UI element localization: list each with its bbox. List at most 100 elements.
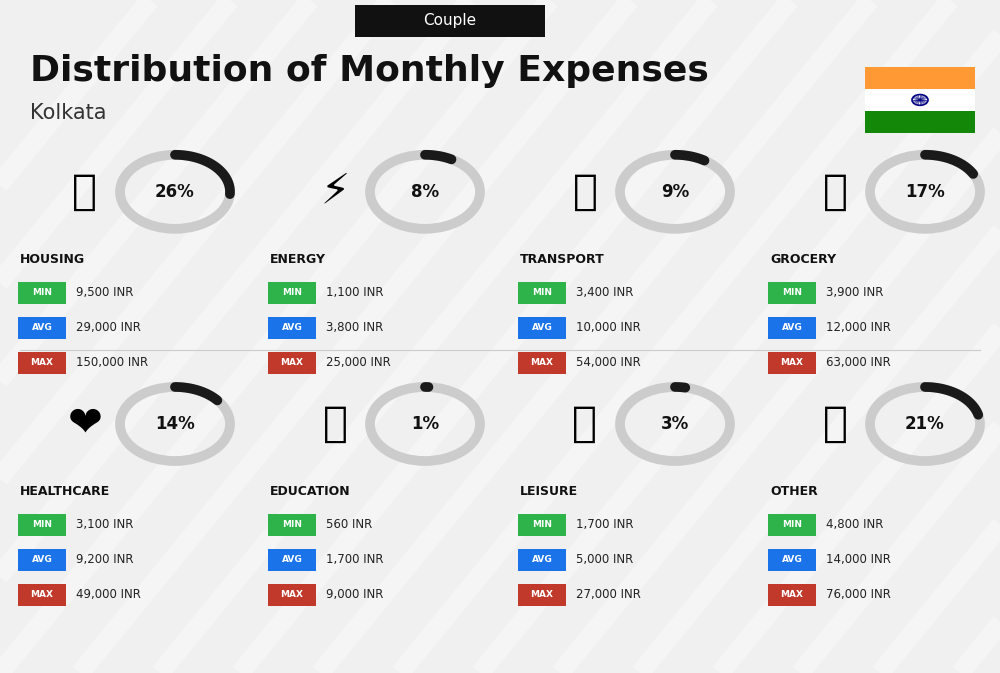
Text: TRANSPORT: TRANSPORT (520, 252, 605, 266)
Text: MIN: MIN (782, 288, 802, 297)
Text: 9%: 9% (661, 183, 689, 201)
Text: AVG: AVG (32, 323, 52, 332)
Text: MIN: MIN (32, 520, 52, 530)
Text: 29,000 INR: 29,000 INR (76, 321, 141, 334)
Text: 1%: 1% (411, 415, 439, 433)
Text: 560 INR: 560 INR (326, 518, 372, 532)
Text: AVG: AVG (532, 323, 552, 332)
FancyBboxPatch shape (768, 317, 816, 339)
FancyBboxPatch shape (768, 352, 816, 374)
Text: HEALTHCARE: HEALTHCARE (20, 485, 110, 498)
Text: 🛍️: 🛍️ (572, 403, 598, 445)
Text: 9,000 INR: 9,000 INR (326, 588, 383, 602)
Text: MAX: MAX (530, 590, 554, 600)
Text: AVG: AVG (282, 323, 302, 332)
Text: 3,800 INR: 3,800 INR (326, 321, 383, 334)
FancyBboxPatch shape (268, 282, 316, 304)
Text: AVG: AVG (32, 555, 52, 565)
FancyBboxPatch shape (865, 89, 975, 111)
FancyBboxPatch shape (768, 584, 816, 606)
Text: 10,000 INR: 10,000 INR (576, 321, 641, 334)
Text: 49,000 INR: 49,000 INR (76, 588, 141, 602)
Text: HOUSING: HOUSING (20, 252, 85, 266)
Text: MAX: MAX (780, 590, 804, 600)
FancyBboxPatch shape (268, 514, 316, 536)
FancyBboxPatch shape (865, 111, 975, 133)
FancyBboxPatch shape (18, 514, 66, 536)
Text: MAX: MAX (530, 358, 554, 367)
Text: 🫙: 🫙 (822, 171, 848, 213)
Text: 3,900 INR: 3,900 INR (826, 286, 883, 299)
FancyBboxPatch shape (518, 282, 566, 304)
Text: MIN: MIN (532, 288, 552, 297)
Text: 💰: 💰 (822, 403, 848, 445)
FancyBboxPatch shape (18, 282, 66, 304)
Text: 27,000 INR: 27,000 INR (576, 588, 641, 602)
Text: 54,000 INR: 54,000 INR (576, 356, 641, 369)
FancyBboxPatch shape (768, 282, 816, 304)
Text: LEISURE: LEISURE (520, 485, 578, 498)
Text: 3,400 INR: 3,400 INR (576, 286, 633, 299)
FancyBboxPatch shape (518, 514, 566, 536)
Text: 8%: 8% (411, 183, 439, 201)
Text: 76,000 INR: 76,000 INR (826, 588, 891, 602)
Text: MIN: MIN (532, 520, 552, 530)
FancyBboxPatch shape (518, 584, 566, 606)
Text: 🏗️: 🏗️ (72, 171, 98, 213)
FancyBboxPatch shape (268, 584, 316, 606)
FancyBboxPatch shape (865, 67, 975, 89)
Text: AVG: AVG (532, 555, 552, 565)
Text: MAX: MAX (30, 358, 53, 367)
Text: 17%: 17% (905, 183, 945, 201)
Text: 1,100 INR: 1,100 INR (326, 286, 384, 299)
Text: MAX: MAX (780, 358, 804, 367)
Text: EDUCATION: EDUCATION (270, 485, 351, 498)
Text: Couple: Couple (423, 13, 477, 28)
Text: AVG: AVG (282, 555, 302, 565)
Text: MAX: MAX (30, 590, 53, 600)
Text: 5,000 INR: 5,000 INR (576, 553, 633, 567)
Text: 3%: 3% (661, 415, 689, 433)
Text: AVG: AVG (782, 555, 802, 565)
Text: 25,000 INR: 25,000 INR (326, 356, 391, 369)
Text: 150,000 INR: 150,000 INR (76, 356, 148, 369)
Text: MIN: MIN (32, 288, 52, 297)
FancyBboxPatch shape (768, 514, 816, 536)
Text: 12,000 INR: 12,000 INR (826, 321, 891, 334)
Text: 14,000 INR: 14,000 INR (826, 553, 891, 567)
Text: MAX: MAX (281, 358, 304, 367)
FancyBboxPatch shape (355, 5, 545, 37)
FancyBboxPatch shape (518, 317, 566, 339)
FancyBboxPatch shape (518, 549, 566, 571)
Text: MIN: MIN (282, 288, 302, 297)
Text: 9,200 INR: 9,200 INR (76, 553, 134, 567)
Text: 14%: 14% (155, 415, 195, 433)
Text: 26%: 26% (155, 183, 195, 201)
FancyBboxPatch shape (268, 352, 316, 374)
Text: Distribution of Monthly Expenses: Distribution of Monthly Expenses (30, 54, 709, 87)
Text: ENERGY: ENERGY (270, 252, 326, 266)
FancyBboxPatch shape (18, 584, 66, 606)
FancyBboxPatch shape (18, 549, 66, 571)
Text: 1,700 INR: 1,700 INR (326, 553, 384, 567)
FancyBboxPatch shape (268, 317, 316, 339)
Text: OTHER: OTHER (770, 485, 818, 498)
Text: AVG: AVG (782, 323, 802, 332)
FancyBboxPatch shape (18, 352, 66, 374)
Text: ⚡: ⚡ (320, 171, 350, 213)
Text: MIN: MIN (282, 520, 302, 530)
Text: GROCERY: GROCERY (770, 252, 836, 266)
FancyBboxPatch shape (268, 549, 316, 571)
Text: MAX: MAX (281, 590, 304, 600)
Text: ❤️: ❤️ (68, 403, 102, 445)
Text: 3,100 INR: 3,100 INR (76, 518, 133, 532)
Text: Kolkata: Kolkata (30, 103, 106, 123)
Text: 🎓: 🎓 (322, 403, 348, 445)
Text: 4,800 INR: 4,800 INR (826, 518, 883, 532)
Text: 63,000 INR: 63,000 INR (826, 356, 891, 369)
Text: MIN: MIN (782, 520, 802, 530)
Text: 9,500 INR: 9,500 INR (76, 286, 133, 299)
Text: 🚌: 🚌 (572, 171, 598, 213)
Text: 21%: 21% (905, 415, 945, 433)
FancyBboxPatch shape (768, 549, 816, 571)
